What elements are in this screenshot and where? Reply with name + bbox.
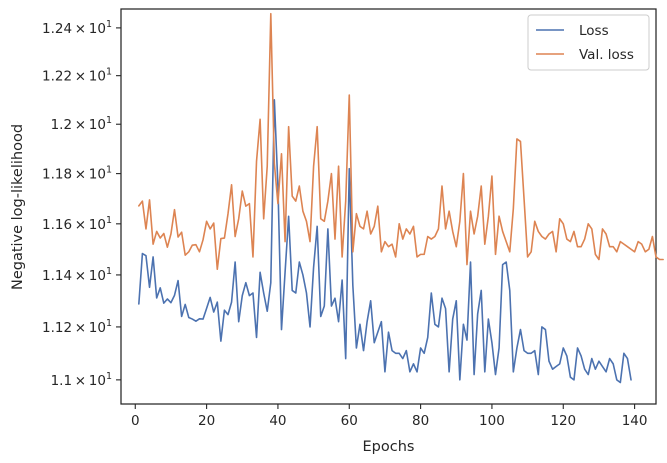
y-tick-label: 1.22 × 101 [42,67,112,85]
x-tick-label: 120 [550,413,576,429]
y-tick-label: 1.18 × 101 [42,165,112,183]
series-lines [138,12,664,384]
x-axis-ticks: 0 20 40 60 80 100 120 140 [131,404,648,429]
x-tick-label: 60 [341,413,358,429]
x-tick-label: 140 [622,413,648,429]
y-tick-label: 1.2 × 101 [51,115,112,133]
y-tick-label: 1.14 × 101 [42,266,112,284]
y-tick-label: 1.16 × 101 [42,215,112,233]
x-axis-label: Epochs [363,439,415,455]
legend: Loss Val. loss [527,14,650,71]
x-tick-label: 0 [131,413,140,429]
y-tick-label: 1.12 × 101 [42,318,112,336]
x-tick-label: 80 [412,413,429,429]
legend-label-val-loss: Val. loss [579,47,634,63]
x-tick-label: 100 [479,413,505,429]
series-line-val-loss [138,12,664,271]
legend-label-loss: Loss [579,23,609,39]
y-tick-label: 1.1 × 101 [51,371,112,389]
y-axis-ticks: 1.1 × 101 1.12 × 101 1.14 × 101 1.16 × 101 1… [42,19,121,389]
x-tick-label: 40 [269,413,286,429]
x-tick-label: 20 [198,413,215,429]
y-axis-label: Negative log-likelihood [10,124,26,290]
series-line-loss [138,99,632,384]
legend-box [527,14,650,71]
y-tick-label: 1.24 × 101 [42,19,112,37]
